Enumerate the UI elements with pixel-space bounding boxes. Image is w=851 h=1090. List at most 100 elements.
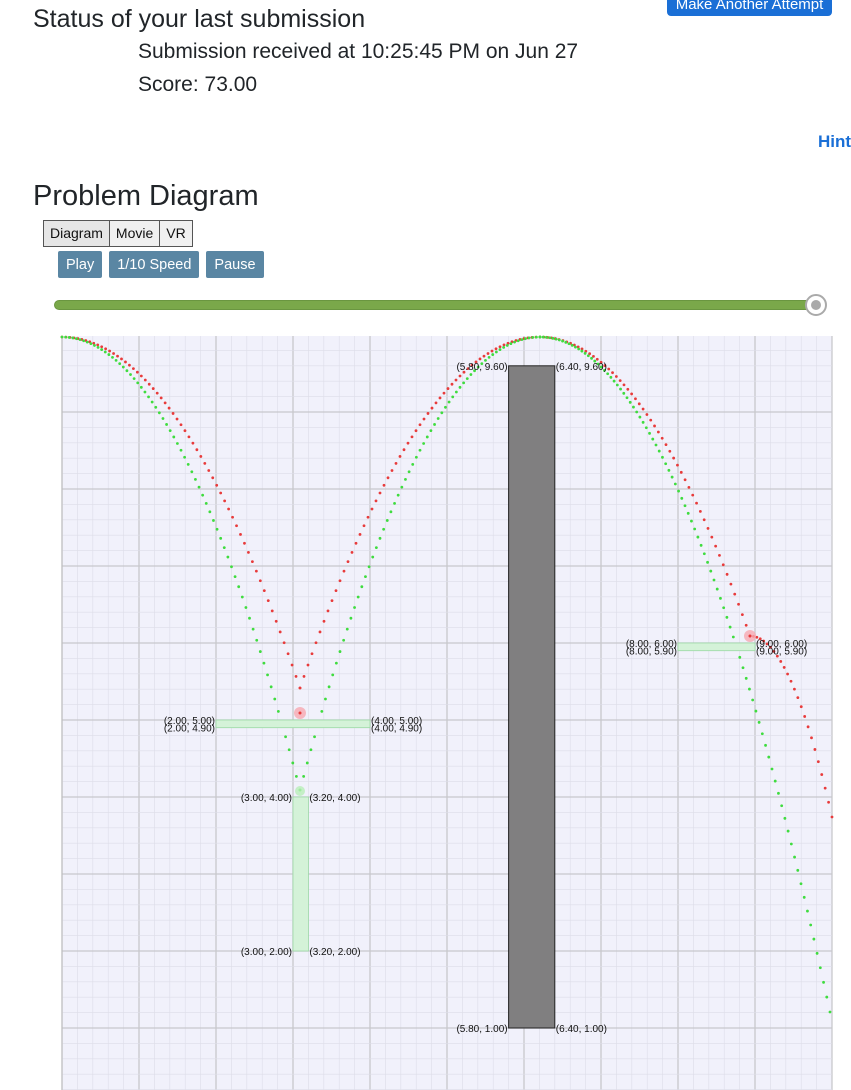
red-trail-dot (744, 623, 748, 627)
green-trail-dot (709, 569, 713, 573)
green-trail-dot (78, 338, 82, 341)
timeline-slider-thumb[interactable] (805, 294, 827, 316)
green-trail-dot (754, 709, 758, 713)
green-trail-dot (699, 543, 703, 547)
green-trail-dot (255, 638, 259, 642)
red-trail-dot (199, 455, 203, 458)
red-trail-dot (810, 736, 813, 740)
red-trail-dot (207, 469, 211, 472)
green-trail-dot (269, 685, 273, 689)
hint-link[interactable]: Hint (818, 132, 851, 151)
red-trail-dot (721, 563, 725, 567)
red-trail-dot (733, 592, 737, 596)
play-button[interactable]: Play (58, 251, 103, 278)
green-trail-dot (706, 560, 709, 564)
red-trail-dot (132, 367, 135, 370)
red-trail-dot (618, 379, 622, 382)
green-trail-dot (538, 335, 542, 339)
red-trail-dot (398, 455, 402, 458)
green-trail-dot (603, 368, 606, 372)
red-trail-dot (614, 375, 618, 378)
green-trail-dot (429, 429, 433, 432)
pause-button[interactable]: Pause (206, 251, 264, 278)
green-trail-dot (574, 345, 577, 349)
green-trail-dot (480, 362, 484, 366)
red-trail-dot (729, 582, 733, 586)
green-trail-dot (651, 437, 655, 441)
green-trail-dot (527, 336, 531, 340)
green-trail-dot (683, 504, 687, 508)
green-trail-dot (71, 336, 75, 340)
red-trail-dot (486, 352, 490, 355)
green-trail-dot (342, 638, 346, 642)
green-trail-dot (407, 470, 411, 474)
green-trail-dot (545, 335, 548, 339)
red-trail-dot (645, 413, 649, 416)
red-trail-dot (394, 461, 398, 465)
green-trail-dot (154, 405, 158, 409)
green-trail-dot (287, 748, 291, 752)
green-trail-dot (305, 761, 309, 765)
red-trail-dot (470, 363, 474, 367)
coordinate-label: (3.20, 2.00) (309, 947, 360, 958)
red-trail-dot (128, 363, 131, 367)
tab-diagram[interactable]: Diagram (43, 220, 110, 247)
coordinate-label: (6.40, 1.00) (556, 1024, 607, 1035)
green-trail-dot (760, 732, 764, 736)
red-trail-dot (294, 674, 298, 678)
green-trail-dot (165, 423, 168, 426)
green-trail-dot (780, 804, 784, 808)
red-trail-dot (806, 725, 810, 729)
red-trail-dot (434, 401, 438, 405)
green-trail-dot (638, 415, 642, 419)
green-trail-dot (494, 350, 498, 354)
red-trail-dot (458, 374, 462, 378)
green-trail-dot (567, 342, 571, 346)
green-trail-dot (715, 587, 719, 591)
green-trail-dot (385, 519, 389, 522)
green-trail-dot (670, 475, 674, 479)
red-trail-dot (660, 436, 664, 440)
slow-speed-button[interactable]: 1/10 Speed (109, 251, 200, 278)
red-trail-dot (656, 430, 660, 434)
make-another-attempt-button[interactable]: Make Another Attempt (667, 0, 832, 16)
coordinate-label: (8.00, 6.00) (626, 639, 677, 650)
green-trail-dot (129, 373, 132, 376)
red-trail-dot (611, 371, 614, 375)
coordinate-label: (9.00, 5.90) (756, 647, 807, 658)
red-trail-dot (695, 501, 698, 505)
green-trail-dot (353, 606, 356, 609)
red-trail-dot (474, 360, 478, 364)
tab-movie[interactable]: Movie (108, 220, 161, 247)
red-trail-dot (262, 589, 266, 592)
green-trail-dot (625, 396, 629, 400)
red-trail-dot (592, 354, 595, 358)
green-trail-dot (262, 661, 266, 665)
tab-vr[interactable]: VR (159, 220, 193, 247)
green-trail-dot (622, 391, 626, 395)
red-trail-dot (358, 533, 362, 536)
green-trail-dot (484, 358, 487, 362)
green-trail-dot (773, 779, 777, 783)
green-trail-dot (809, 923, 813, 927)
red-trail-dot (462, 370, 466, 374)
green-trail-dot (331, 673, 335, 677)
red-trail-dot (254, 569, 258, 573)
green-trail-dot (208, 510, 212, 514)
green-trail-dot (554, 337, 558, 341)
red-trail-dot (755, 635, 759, 639)
green-trail-dot (396, 493, 400, 497)
green-trail-dot (767, 755, 771, 759)
green-trail-dot (596, 362, 600, 366)
green-trail-dot (557, 338, 561, 342)
green-trail-dot (356, 595, 360, 599)
red-trail-dot (362, 524, 366, 528)
green-trail-dot (414, 455, 418, 459)
red-trail-dot (422, 417, 426, 421)
green-trail-dot (85, 340, 89, 344)
red-trail-dot (603, 364, 607, 367)
red-trail-dot (599, 360, 603, 364)
green-trail-dot (157, 411, 161, 415)
green-trail-dot (237, 585, 241, 589)
green-trail-dot (593, 359, 597, 363)
